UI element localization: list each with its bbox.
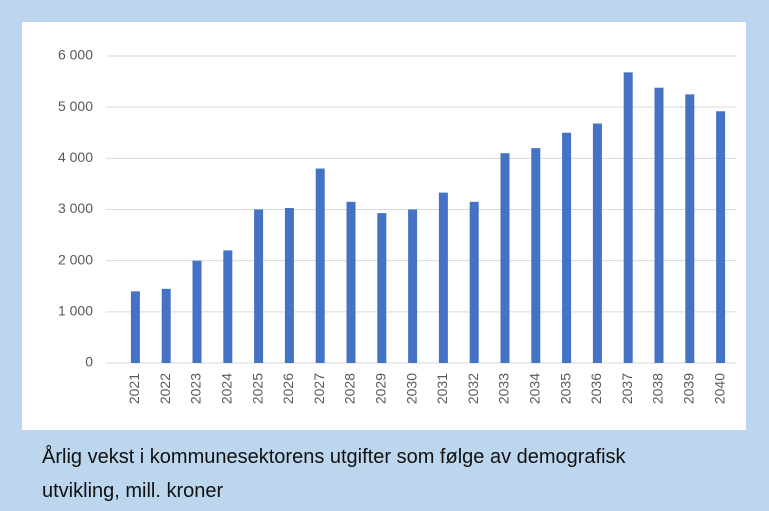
x-tick-label: 2027 [311, 373, 327, 404]
bar [469, 201, 479, 363]
bar [623, 72, 633, 363]
x-tick-label: 2031 [434, 373, 450, 404]
x-tick-label: 2032 [465, 373, 481, 404]
bar [161, 288, 171, 363]
bar [130, 291, 140, 363]
x-tick-label: 2036 [588, 373, 604, 404]
x-tick-label: 2039 [681, 373, 697, 404]
x-tick-label: 2021 [126, 373, 142, 404]
bar [254, 209, 264, 363]
bar [500, 153, 510, 363]
bar [408, 209, 418, 363]
x-tick-label: 2028 [342, 373, 358, 404]
bar [592, 123, 602, 363]
x-tick-label: 2033 [496, 373, 512, 404]
bar [192, 260, 202, 363]
y-tick-label: 3 000 [58, 200, 93, 216]
bar [685, 94, 695, 363]
chart-caption: Årlig vekst i kommunesektorens utgifter … [42, 446, 626, 502]
bar [438, 192, 448, 363]
x-tick-label: 2024 [219, 373, 235, 404]
bar [284, 207, 294, 363]
bar [346, 201, 356, 363]
x-tick-label: 2030 [403, 373, 419, 404]
x-tick-label: 2038 [650, 373, 666, 404]
x-tick-label: 2026 [280, 373, 296, 404]
y-tick-label: 5 000 [58, 98, 93, 114]
bar [654, 87, 664, 364]
y-tick-label: 1 000 [58, 303, 93, 319]
bar [562, 132, 572, 363]
x-tick-label: 2034 [527, 373, 543, 404]
x-tick-label: 2040 [711, 373, 727, 404]
bar [531, 148, 541, 363]
x-tick-label: 2025 [249, 373, 265, 404]
y-tick-label: 0 [85, 354, 93, 370]
x-tick-label: 2035 [557, 373, 573, 404]
bar [315, 168, 325, 363]
x-tick-label: 2022 [157, 373, 173, 404]
y-tick-label: 6 000 [58, 47, 93, 63]
bar [716, 111, 726, 363]
x-tick-label: 2037 [619, 373, 635, 404]
bar [223, 250, 233, 363]
x-tick-label: 2029 [373, 373, 389, 404]
y-tick-label: 2 000 [58, 251, 93, 267]
bar [377, 213, 387, 363]
x-tick-label: 2023 [188, 373, 204, 404]
y-tick-label: 4 000 [58, 149, 93, 165]
